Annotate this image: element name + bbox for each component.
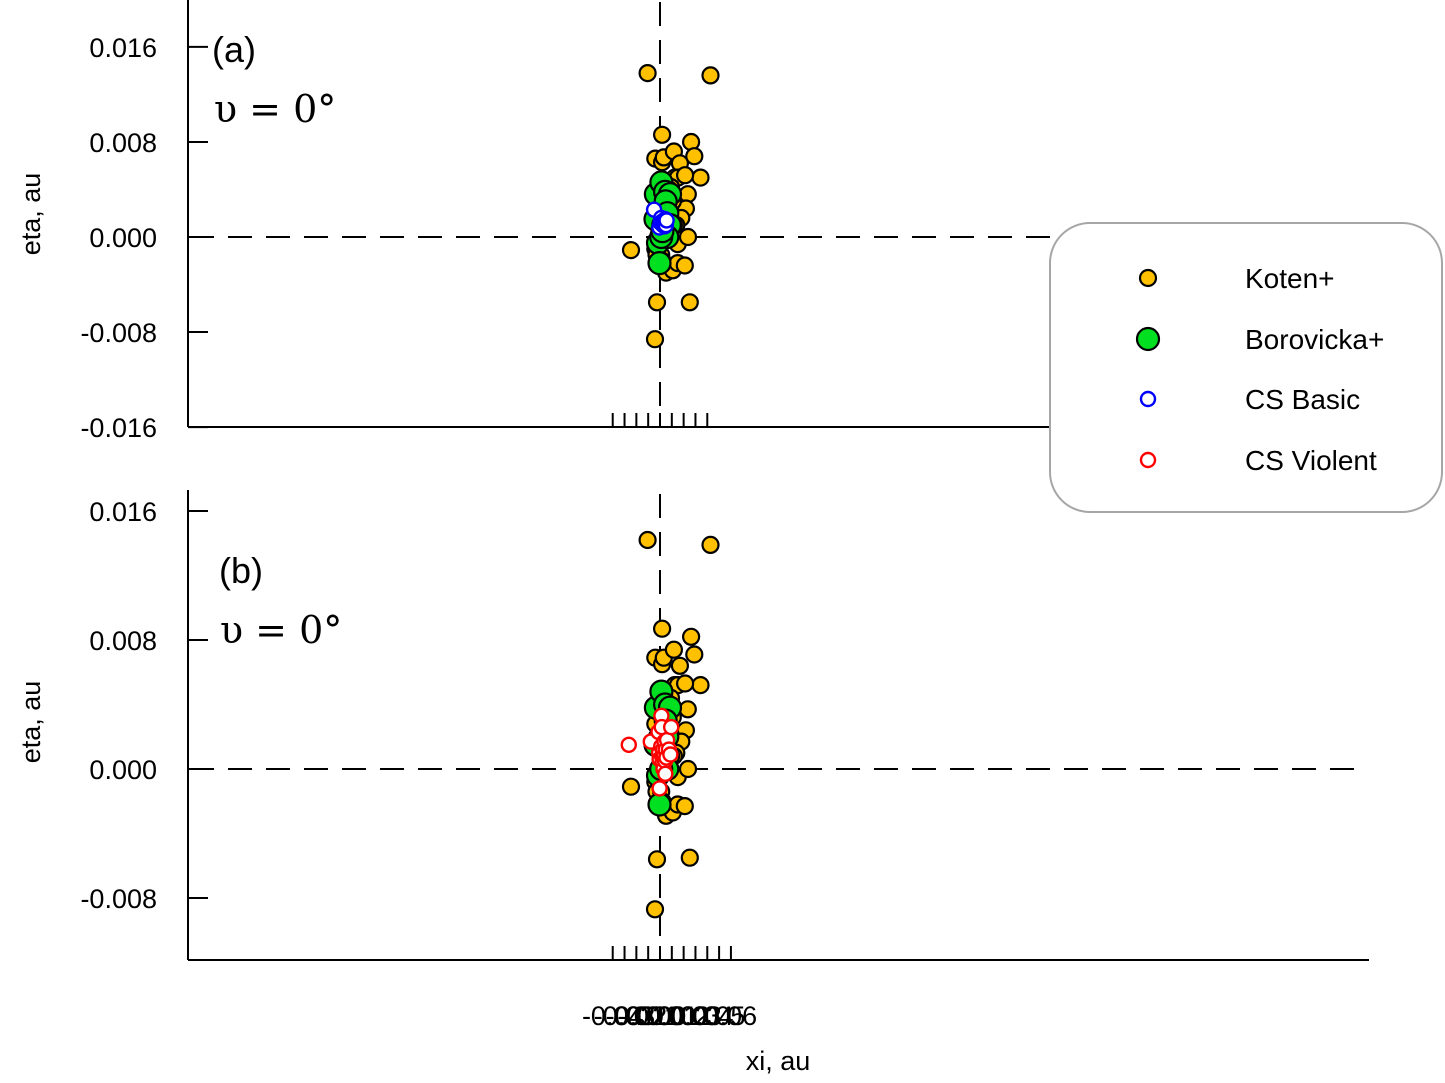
data-point-koten (621, 777, 641, 796)
x-tick-label: 0.00 (634, 1001, 687, 1031)
data-point-koten (675, 166, 695, 185)
y-tick-label: 0.008 (89, 128, 157, 158)
data-point-koten (652, 125, 672, 144)
panel-a-y-ticks: 0.016 0.008 0.000 -0.008 -0.016 (80, 33, 208, 443)
panel-a: 0.016 0.008 0.000 -0.008 -0.016 (a) υ = 0° e… (16, 0, 1120, 443)
data-point-koten (691, 675, 710, 695)
data-point-koten (621, 241, 641, 260)
data-point-cs-violent (620, 736, 637, 753)
panel-a-ylabel: eta, au (16, 173, 46, 256)
x-tick-label: 0.04 (681, 1001, 734, 1031)
y-tick-label: -0.008 (80, 884, 157, 914)
legend-box (1049, 222, 1443, 513)
data-point-koten (678, 759, 698, 779)
y-tick-label: -0.008 (80, 318, 157, 348)
y-tick-label: 0.016 (89, 33, 157, 63)
y-tick-label: 0.008 (89, 626, 157, 656)
data-point-cs-violent (651, 780, 668, 797)
data-point-koten (685, 147, 704, 166)
legend: Koten+ Borovicka+ CS Basic CS Violent (1049, 222, 1443, 513)
legend-label: Koten+ (1245, 263, 1335, 294)
data-point-koten (664, 640, 684, 659)
panel-b-points (620, 530, 720, 919)
data-point-koten (685, 645, 704, 664)
y-tick-label: 0.016 (89, 497, 157, 527)
y-tick-label: 0.000 (89, 755, 157, 785)
data-point-borovicka (647, 251, 672, 276)
data-point-cs-violent (663, 718, 680, 736)
data-point-koten (691, 168, 710, 187)
data-point-borovicka (647, 792, 672, 817)
panel-b-y-ticks: 0.016 0.008 0.000 -0.008 (80, 497, 208, 914)
panel-b-annotation: υ = 0° (220, 608, 342, 652)
legend-label: CS Violent (1245, 445, 1377, 476)
legend-marker (1139, 390, 1157, 408)
x-tick-label: -0.02 (606, 1001, 668, 1031)
data-point-koten (680, 848, 699, 867)
data-point-koten (647, 293, 667, 312)
data-point-koten (645, 900, 665, 919)
data-point-koten (675, 674, 695, 693)
y-tick-label: 0.000 (89, 223, 157, 253)
data-point-koten (652, 619, 672, 638)
data-point-koten (645, 330, 665, 349)
legend-marker (1135, 326, 1161, 352)
data-point-koten (675, 256, 694, 275)
panel-b-x-ticks: -0.04-0.03-0.02-0.010.000.010.020.030.04… (582, 946, 757, 1031)
data-point-koten (647, 850, 667, 869)
data-point-koten (638, 530, 657, 550)
panel-a-label: (a) (212, 29, 256, 70)
legend-label: CS Basic (1245, 384, 1360, 415)
x-tick-label: 0.06 (705, 1001, 758, 1031)
data-point-koten (681, 627, 701, 646)
x-tick-label: 0.05 (693, 1001, 746, 1031)
data-point-cs-violent (662, 746, 679, 763)
x-tick-label: -0.01 (617, 1001, 679, 1031)
data-point-cs-basic (658, 212, 675, 229)
data-point-koten (678, 700, 697, 719)
x-tick-label: -0.04 (582, 1001, 644, 1031)
legend-marker (1138, 268, 1158, 288)
data-point-koten (670, 656, 690, 675)
data-point-koten (701, 535, 720, 555)
legend-label: Borovicka+ (1245, 324, 1384, 355)
data-point-koten (701, 66, 720, 85)
panel-b-label: (b) (219, 550, 263, 591)
data-point-koten (678, 227, 698, 247)
x-tick-label: -0.03 (594, 1001, 656, 1031)
panel-a-annotation: υ = 0° (214, 87, 336, 131)
data-point-cs-violent (657, 765, 674, 782)
legend-marker (1139, 451, 1157, 469)
x-tick-label: 0.03 (669, 1001, 722, 1031)
y-tick-label: -0.016 (80, 413, 157, 443)
data-point-koten (675, 796, 694, 816)
panel-a-points (621, 63, 720, 349)
panel-b: 0.016 0.008 0.000 -0.008 -0.04-0.03-0.02-0.… (16, 490, 1369, 1076)
panel-b-xlabel: xi, au (746, 1046, 811, 1076)
data-point-koten (638, 63, 657, 83)
data-point-koten (680, 293, 699, 312)
panel-b-ylabel: eta, au (16, 681, 46, 764)
x-tick-label: 0.02 (657, 1001, 710, 1031)
x-tick-label: 0.01 (646, 1001, 699, 1031)
